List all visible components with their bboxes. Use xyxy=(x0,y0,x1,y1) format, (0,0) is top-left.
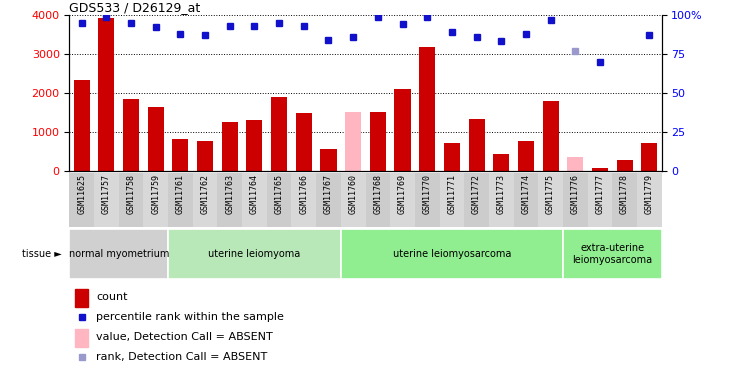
Bar xyxy=(242,172,267,227)
Bar xyxy=(464,172,489,227)
Bar xyxy=(567,157,583,171)
Bar xyxy=(148,107,164,171)
Bar xyxy=(75,329,88,347)
Bar xyxy=(119,172,143,227)
Text: rank, Detection Call = ABSENT: rank, Detection Call = ABSENT xyxy=(96,352,268,362)
Bar xyxy=(221,122,238,171)
Bar xyxy=(75,289,88,307)
Text: GSM11767: GSM11767 xyxy=(324,174,333,214)
Bar xyxy=(518,141,534,171)
Text: GSM11775: GSM11775 xyxy=(546,174,555,214)
Text: uterine leiomyoma: uterine leiomyoma xyxy=(208,249,300,259)
Text: uterine leiomyosarcoma: uterine leiomyosarcoma xyxy=(393,249,511,259)
Bar xyxy=(538,172,563,227)
Bar xyxy=(415,172,439,227)
Bar xyxy=(271,97,287,171)
Bar xyxy=(74,80,90,171)
Bar xyxy=(123,99,139,171)
Bar xyxy=(94,172,118,227)
Text: GSM11777: GSM11777 xyxy=(595,174,605,214)
Text: GSM11625: GSM11625 xyxy=(77,174,86,214)
Bar xyxy=(69,229,168,279)
Text: GSM11776: GSM11776 xyxy=(571,174,580,214)
Bar xyxy=(218,172,242,227)
Bar xyxy=(143,172,168,227)
Text: GSM11772: GSM11772 xyxy=(472,174,481,214)
Bar xyxy=(439,172,464,227)
Text: value, Detection Call = ABSENT: value, Detection Call = ABSENT xyxy=(96,332,273,342)
Bar xyxy=(193,172,218,227)
Text: extra-uterine
leiomyosarcoma: extra-uterine leiomyosarcoma xyxy=(572,243,652,265)
Text: GSM11757: GSM11757 xyxy=(102,174,111,214)
Bar xyxy=(296,112,312,171)
Text: GSM11763: GSM11763 xyxy=(225,174,235,214)
Bar xyxy=(370,112,386,171)
Text: GSM11771: GSM11771 xyxy=(447,174,456,214)
Text: GSM11769: GSM11769 xyxy=(398,174,407,214)
Bar xyxy=(444,143,460,171)
Bar xyxy=(341,229,563,279)
Text: GSM11758: GSM11758 xyxy=(126,174,136,214)
Bar xyxy=(317,172,341,227)
Text: GSM11760: GSM11760 xyxy=(349,174,357,214)
Text: GSM11765: GSM11765 xyxy=(275,174,284,214)
Text: GSM11779: GSM11779 xyxy=(645,174,654,214)
Text: tissue ►: tissue ► xyxy=(22,249,62,259)
Bar xyxy=(197,141,213,171)
Text: GSM11778: GSM11778 xyxy=(620,174,629,214)
Bar xyxy=(489,172,513,227)
Bar xyxy=(493,154,510,171)
Text: count: count xyxy=(96,292,128,302)
Bar xyxy=(513,172,538,227)
Bar xyxy=(588,172,612,227)
Text: GSM11773: GSM11773 xyxy=(496,174,506,214)
Text: GDS533 / D26129_at: GDS533 / D26129_at xyxy=(69,1,201,14)
Text: GSM11759: GSM11759 xyxy=(151,174,160,214)
Bar xyxy=(345,112,361,171)
Bar xyxy=(292,172,317,227)
Text: GSM11770: GSM11770 xyxy=(423,174,432,214)
Text: GSM11774: GSM11774 xyxy=(521,174,531,214)
Bar xyxy=(99,18,115,171)
Text: normal myometrium: normal myometrium xyxy=(69,249,169,259)
Bar xyxy=(168,229,341,279)
Bar xyxy=(168,172,193,227)
Bar xyxy=(563,172,588,227)
Bar xyxy=(419,47,435,171)
Bar xyxy=(390,172,415,227)
Bar xyxy=(69,172,94,227)
Bar xyxy=(267,172,292,227)
Bar xyxy=(173,139,189,171)
Bar xyxy=(637,172,662,227)
Text: GSM11761: GSM11761 xyxy=(176,174,185,214)
Bar xyxy=(542,101,558,171)
Bar xyxy=(641,143,657,171)
Bar xyxy=(616,160,632,171)
Text: GSM11766: GSM11766 xyxy=(299,174,308,214)
Bar xyxy=(612,172,637,227)
Text: GSM11764: GSM11764 xyxy=(250,174,259,214)
Bar xyxy=(320,149,336,171)
Bar xyxy=(366,172,390,227)
Bar xyxy=(592,168,608,171)
Text: GSM11762: GSM11762 xyxy=(200,174,210,214)
Text: percentile rank within the sample: percentile rank within the sample xyxy=(96,312,284,322)
Bar xyxy=(341,172,366,227)
Bar xyxy=(395,89,411,171)
Bar xyxy=(246,120,262,171)
Bar xyxy=(563,229,662,279)
Text: GSM11768: GSM11768 xyxy=(374,174,382,214)
Bar xyxy=(469,119,485,171)
